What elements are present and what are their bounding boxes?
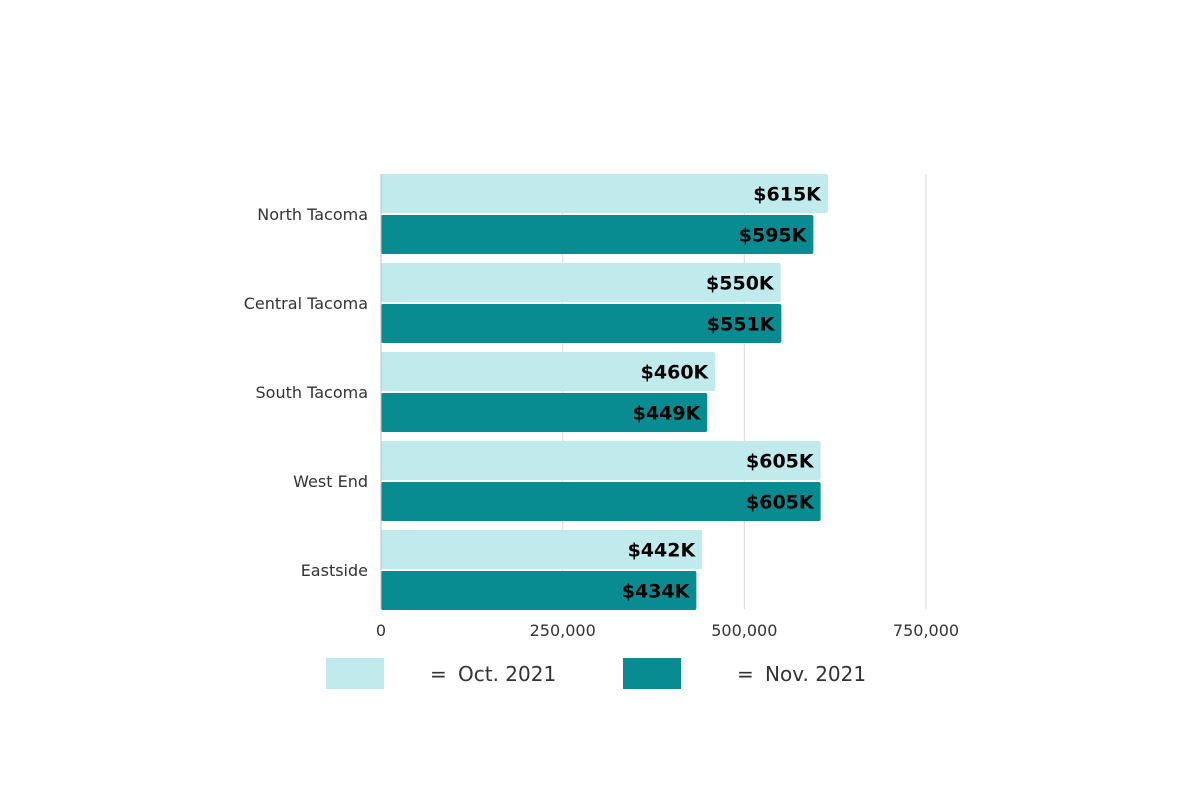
category-label-central-tacoma: Central Tacoma [244, 294, 368, 313]
x-tick-label-500-000: 500,000 [711, 621, 777, 640]
legend-swatch-nov-2021 [623, 658, 681, 689]
legend-equals-nov-2021: = [737, 662, 754, 686]
bar-eastside-nov-2021 [381, 571, 697, 610]
bar-north-tacoma-oct-2021 [381, 174, 828, 213]
data-label-south-tacoma-nov-2021: $449K [633, 403, 702, 425]
bars: $615K $595K $550K $551K $460K $449K $605K $605K… [381, 174, 828, 610]
legend-swatch-oct-2021 [326, 658, 384, 689]
legend-label-nov-2021: Nov. 2021 [765, 662, 866, 686]
bar-north-tacoma-nov-2021 [381, 215, 814, 254]
x-axis: 0 250,000 500,000 750,000 [376, 174, 959, 640]
x-tick-label-0: 0 [376, 621, 386, 640]
category-label-west-end: West End [293, 472, 368, 491]
bar-west-end-nov-2021 [381, 482, 821, 521]
data-label-north-tacoma-nov-2021: $595K [739, 225, 808, 247]
data-label-north-tacoma-oct-2021: $615K [753, 184, 822, 206]
legend: = Oct. 2021 = Nov. 2021 [326, 658, 866, 689]
category-labels: North Tacoma Central Tacoma South Tacoma We… [244, 205, 368, 580]
bar-west-end-oct-2021 [381, 441, 821, 480]
data-label-west-end-oct-2021: $605K [746, 451, 815, 473]
category-label-north-tacoma: North Tacoma [257, 205, 368, 224]
data-label-eastside-nov-2021: $434K [622, 581, 691, 603]
data-label-central-tacoma-nov-2021: $551K [707, 314, 776, 336]
data-label-south-tacoma-oct-2021: $460K [641, 362, 710, 384]
bar-eastside-oct-2021 [381, 530, 703, 569]
bar-central-tacoma-oct-2021 [381, 263, 781, 302]
x-tick-label-750-000: 750,000 [893, 621, 959, 640]
x-tick-label-250-000: 250,000 [530, 621, 596, 640]
data-label-west-end-nov-2021: $605K [746, 492, 815, 514]
legend-label-oct-2021: Oct. 2021 [458, 662, 556, 686]
data-label-eastside-oct-2021: $442K [628, 540, 697, 562]
category-label-eastside: Eastside [301, 561, 368, 580]
bar-central-tacoma-nov-2021 [381, 304, 782, 343]
data-label-central-tacoma-oct-2021: $550K [706, 273, 775, 295]
bar-south-tacoma-oct-2021 [381, 352, 716, 391]
bar-south-tacoma-nov-2021 [381, 393, 708, 432]
legend-equals-oct-2021: = [430, 662, 447, 686]
category-label-south-tacoma: South Tacoma [256, 383, 369, 402]
